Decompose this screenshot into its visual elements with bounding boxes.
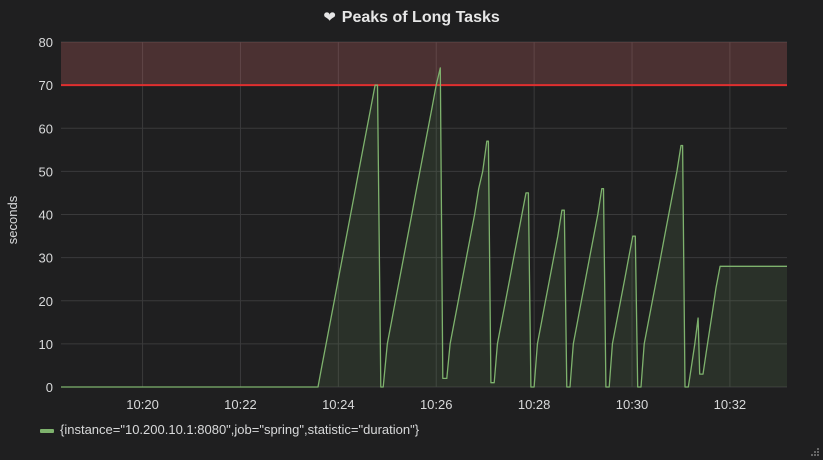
x-tick-label: 10:20 bbox=[126, 397, 159, 412]
series-area bbox=[61, 67, 787, 388]
y-axis-label: seconds bbox=[5, 195, 20, 244]
panel-title[interactable]: ❤ Peaks of Long Tasks bbox=[0, 8, 823, 27]
y-tick-label: 20 bbox=[39, 294, 53, 309]
threshold-fill bbox=[61, 42, 787, 86]
x-tick-label: 10:32 bbox=[714, 397, 747, 412]
y-tick-label: 80 bbox=[39, 35, 53, 50]
panel-title-text: Peaks of Long Tasks bbox=[341, 9, 500, 26]
x-axis: 10:20 10:22 10:24 10:26 10:28 10:30 10:32 bbox=[126, 397, 746, 412]
panel-resize-handle[interactable] bbox=[809, 446, 819, 456]
x-tick-label: 10:28 bbox=[518, 397, 551, 412]
legend-swatch bbox=[40, 428, 54, 433]
y-tick-label: 60 bbox=[39, 121, 53, 136]
series-line bbox=[61, 67, 787, 388]
heart-icon: ❤ bbox=[323, 9, 336, 26]
legend: {instance="10.200.10.1:8080",job="spring… bbox=[40, 422, 419, 437]
series-layer bbox=[61, 67, 787, 388]
x-tick-label: 10:22 bbox=[224, 397, 257, 412]
y-tick-label: 40 bbox=[39, 208, 53, 223]
x-tick-label: 10:24 bbox=[322, 397, 355, 412]
x-tick-label: 10:26 bbox=[420, 397, 453, 412]
y-tick-label: 50 bbox=[39, 164, 53, 179]
y-tick-label: 0 bbox=[46, 380, 53, 395]
y-tick-label: 30 bbox=[39, 251, 53, 266]
y-tick-label: 70 bbox=[39, 78, 53, 93]
x-tick-label: 10:30 bbox=[616, 397, 649, 412]
y-tick-label: 10 bbox=[39, 337, 53, 352]
legend-series-name[interactable]: {instance="10.200.10.1:8080",job="spring… bbox=[60, 422, 420, 437]
y-axis: 0 10 20 30 40 50 60 70 80 bbox=[39, 35, 53, 395]
threshold-region bbox=[61, 42, 787, 87]
